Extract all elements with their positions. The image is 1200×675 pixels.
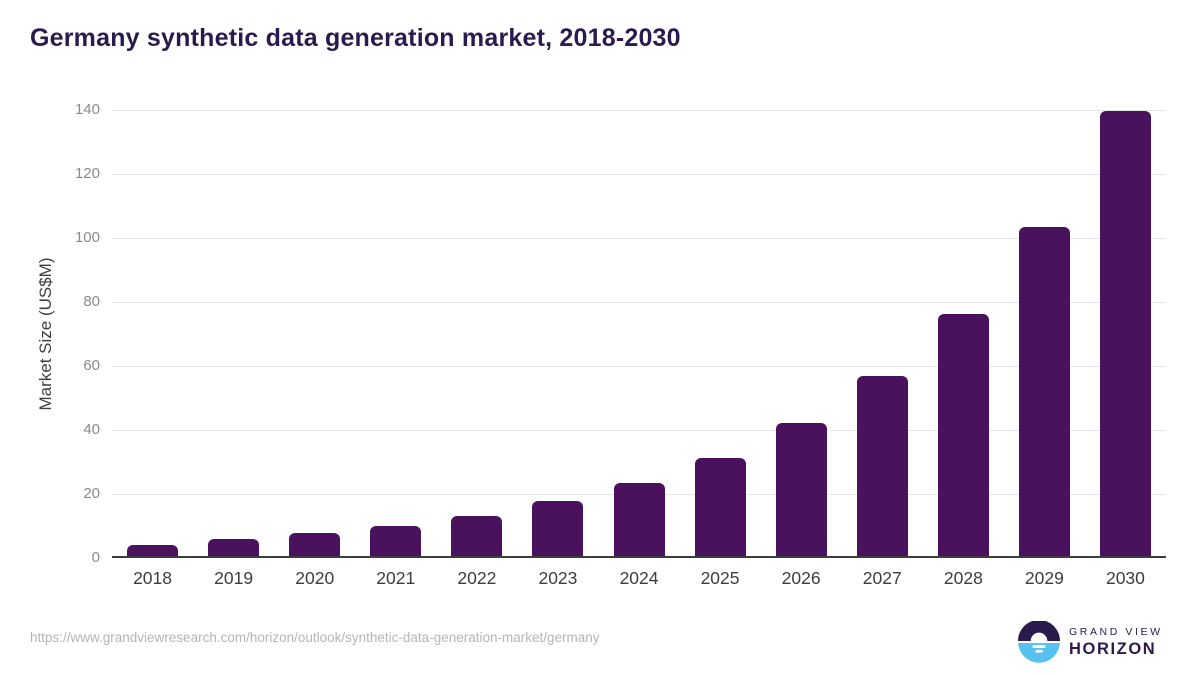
bar-2022 <box>451 515 503 558</box>
gridline <box>112 366 1166 367</box>
y-tick-label: 80 <box>83 293 100 310</box>
gridline <box>112 110 1166 111</box>
y-tick-label: 60 <box>83 357 100 374</box>
x-tick-label: 2021 <box>376 568 416 588</box>
gridline <box>112 430 1166 431</box>
bar-2030 <box>1100 111 1151 558</box>
x-tick-label: 2018 <box>133 568 173 588</box>
x-tick-label: 2024 <box>619 568 659 588</box>
y-tick-label: 0 <box>91 549 100 566</box>
x-tick-label: 2019 <box>214 568 254 588</box>
x-tick-label: 2020 <box>295 568 335 588</box>
brand-name-bottom: HORIZON <box>1069 639 1157 658</box>
x-tick-label: 2026 <box>781 568 821 588</box>
brand-text: GRAND VIEW HORIZON <box>1069 626 1163 659</box>
bar-2027 <box>856 375 908 558</box>
x-tick-label: 2022 <box>457 568 497 588</box>
y-tick-label: 20 <box>83 485 100 502</box>
x-tick-label: 2028 <box>943 568 983 588</box>
source-url: https://www.grandviewresearch.com/horizo… <box>30 630 600 645</box>
bar-2023 <box>532 501 584 558</box>
bar-2020 <box>289 533 341 558</box>
x-tick-label: 2025 <box>700 568 740 588</box>
bar-2018 <box>127 544 178 558</box>
gridline <box>112 238 1166 239</box>
bar-2025 <box>694 457 746 558</box>
bar-2021 <box>370 526 422 558</box>
plot-area <box>112 110 1166 558</box>
bar-2019 <box>208 539 260 558</box>
x-tick-label: 2027 <box>862 568 902 588</box>
y-tick-label: 140 <box>74 101 100 118</box>
brand-logo: GRAND VIEW HORIZON <box>1018 621 1163 663</box>
chart-title: Germany synthetic data generation market… <box>30 24 681 52</box>
grand-view-horizon-logo-icon <box>1018 621 1060 663</box>
y-tick-label: 120 <box>74 165 100 182</box>
bar-2028 <box>937 313 989 558</box>
y-tick-label: 100 <box>74 229 100 246</box>
gridline <box>112 174 1166 175</box>
x-axis-line <box>112 556 1166 558</box>
y-axis-label: Market Size (US$M) <box>36 257 55 411</box>
bar-2029 <box>1018 227 1070 558</box>
y-tick-label: 40 <box>83 421 100 438</box>
x-tick-label: 2029 <box>1024 568 1064 588</box>
x-tick-label: 2030 <box>1105 568 1145 588</box>
gridline <box>112 302 1166 303</box>
bar-2024 <box>613 482 665 558</box>
x-tick-label: 2023 <box>538 568 578 588</box>
bar-2026 <box>775 422 827 558</box>
brand-name-top: GRAND VIEW <box>1069 625 1163 638</box>
